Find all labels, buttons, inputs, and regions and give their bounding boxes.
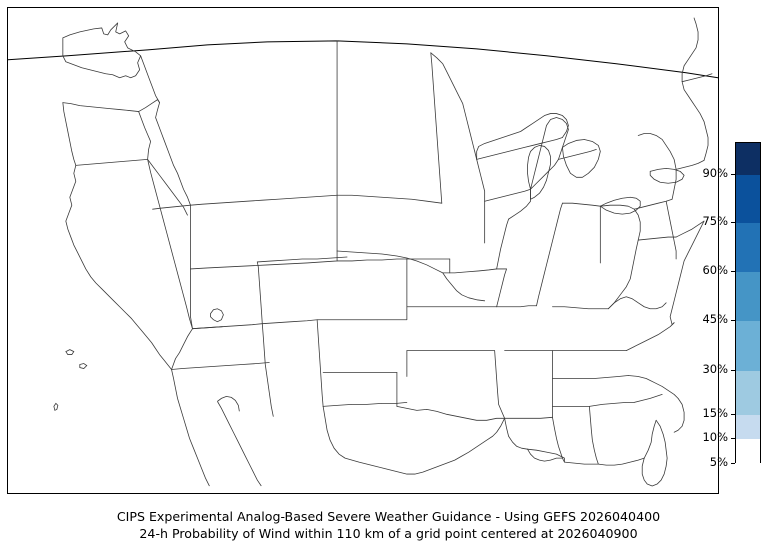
colorbar-tick-mark (731, 462, 735, 464)
colorbar-tick-mark (731, 319, 735, 321)
colorbar-tick-labels: 90% 75% 60% 45% 30% 15% 10% 5% (677, 142, 735, 468)
colorbar: 90% 75% 60% 45% 30% 15% 10% 5% (702, 142, 761, 468)
colorbar-tick-text: 90% (702, 166, 728, 181)
colorbar-tick-text: 45% (702, 312, 728, 327)
conus-map (8, 17, 718, 487)
state-borders-layer (8, 17, 718, 487)
colorbar-tick-text: 75% (702, 214, 728, 229)
colorbar-band (736, 272, 760, 321)
colorbar-tick-text: 5% (709, 455, 728, 470)
colorbar-tick-text: 30% (702, 362, 728, 377)
colorbar-tick-mark (731, 413, 735, 415)
colorbar-tick-mark (731, 173, 735, 175)
colorbar-bands (735, 142, 761, 464)
islands-layer (53, 349, 88, 411)
colorbar-tick-text: 10% (702, 430, 728, 445)
colorbar-band (736, 223, 760, 272)
colorbar-tick-mark (731, 221, 735, 223)
mexico-outline (171, 369, 262, 487)
colorbar-tick-mark (731, 270, 735, 272)
northern-border (8, 40, 718, 79)
colorbar-band (736, 321, 760, 371)
lakes-layer (210, 308, 224, 323)
colorbar-tick-text: 60% (702, 263, 728, 278)
caption-line-1: CIPS Experimental Analog-Based Severe We… (116, 509, 661, 524)
colorbar-band (736, 415, 760, 439)
colorbar-tick-mark (731, 369, 735, 371)
colorbar-band (736, 143, 760, 175)
colorbar-band (736, 371, 760, 415)
colorbar-band (736, 175, 760, 223)
colorbar-tick-text: 15% (702, 406, 728, 421)
map-axes-frame (7, 7, 719, 494)
colorbar-tick-mark (731, 437, 735, 439)
colorbar-band (736, 439, 760, 464)
caption-line-2: 24-h Probability of Wind within 110 km o… (139, 526, 638, 541)
figure-caption: CIPS Experimental Analog-Based Severe We… (0, 508, 777, 542)
